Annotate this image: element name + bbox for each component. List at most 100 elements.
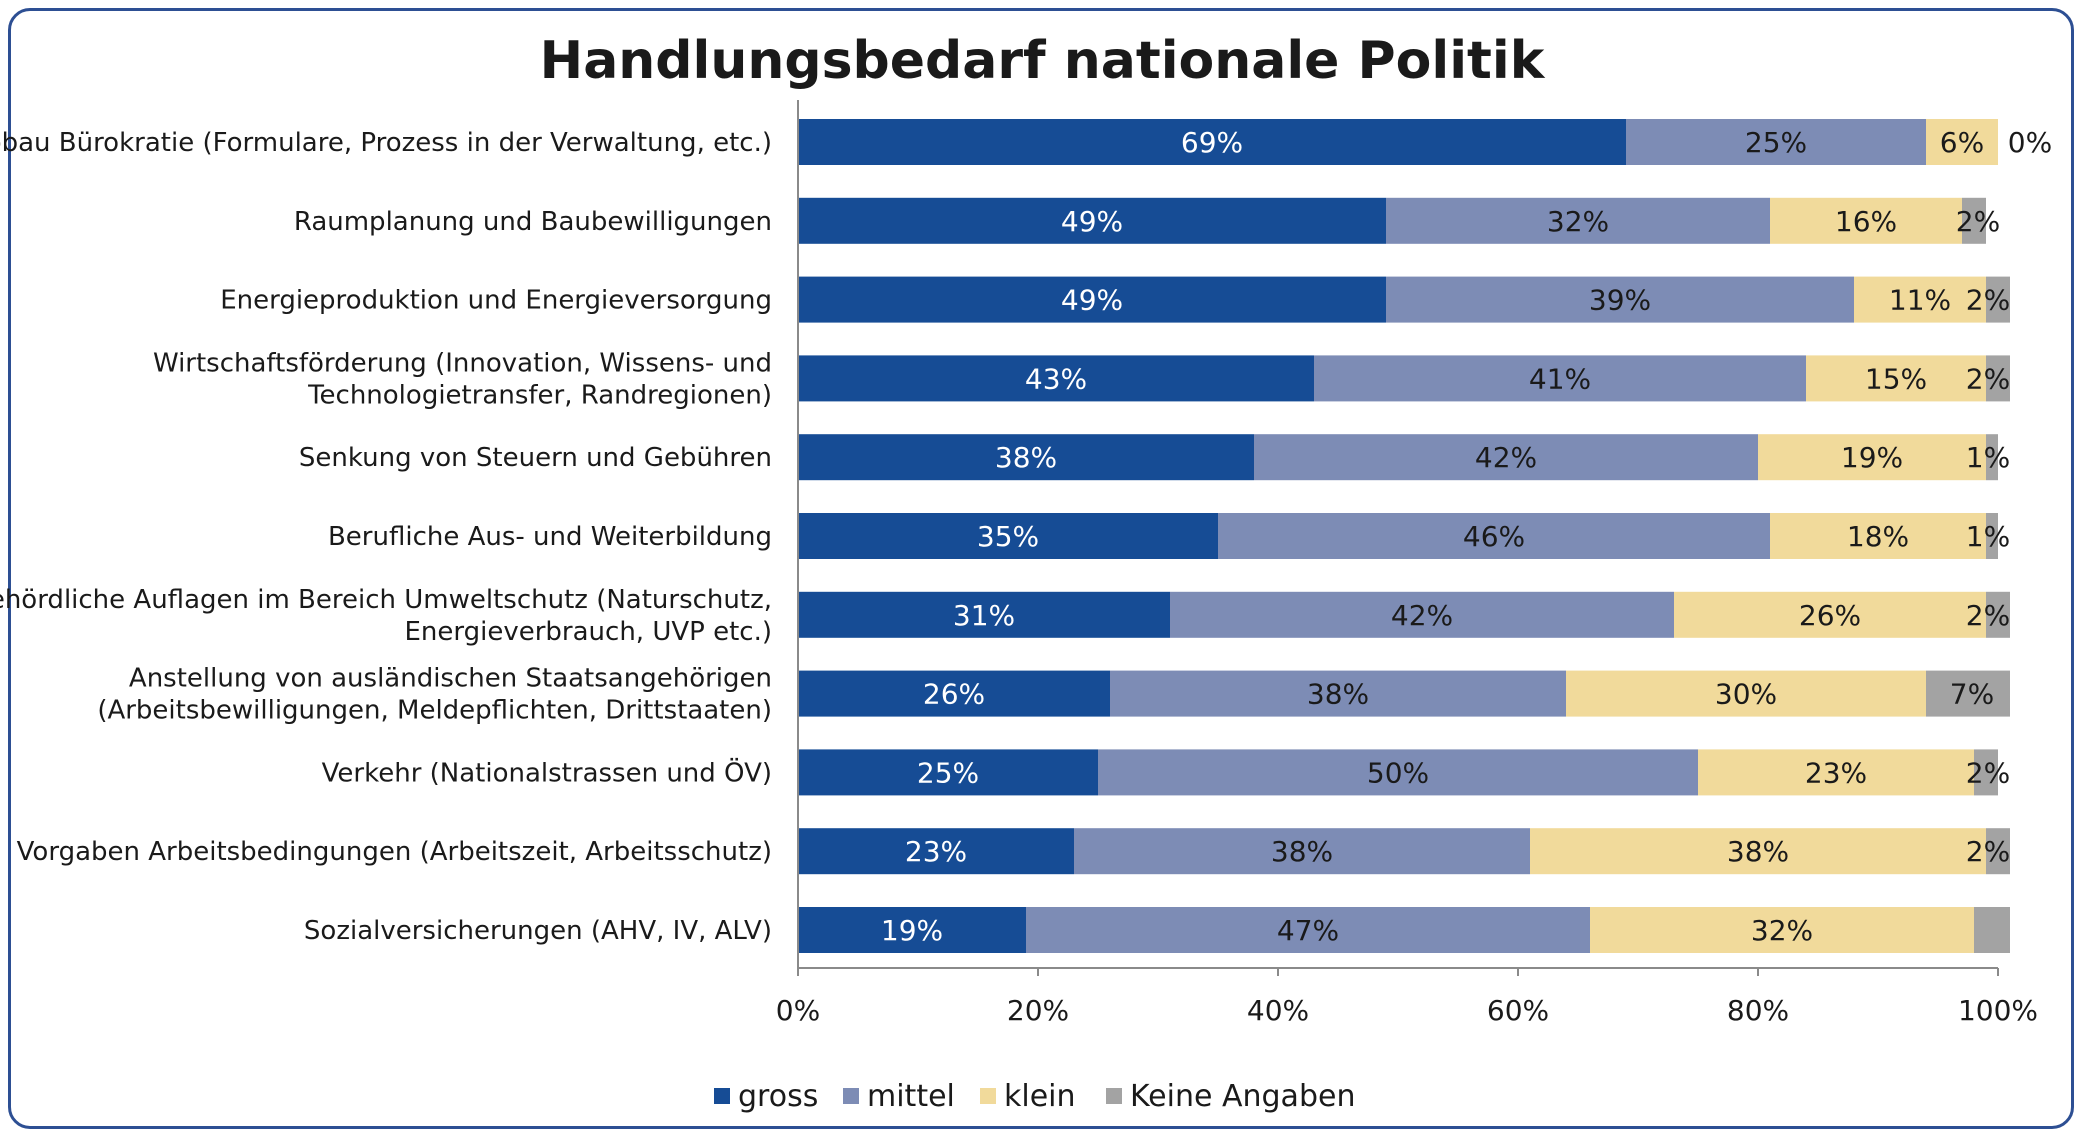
- data-label: 39%: [1589, 284, 1651, 317]
- x-tick-label: 100%: [1958, 994, 2038, 1027]
- data-label: 38%: [1307, 678, 1369, 711]
- data-label: 2%: [1956, 205, 2000, 238]
- bar-klein: [1770, 513, 1986, 559]
- bar-keine-angaben: [1926, 670, 2010, 717]
- bar-mittel: [1254, 434, 1758, 481]
- bar-gross: [798, 670, 1110, 717]
- data-label: 6%: [1940, 126, 1984, 159]
- data-label: 18%: [1847, 520, 1909, 553]
- data-label: 26%: [1799, 599, 1861, 632]
- data-label: 50%: [1367, 756, 1429, 789]
- data-label: 32%: [1547, 205, 1609, 238]
- bar-keine-angaben: [1986, 434, 1998, 481]
- data-label: 23%: [1805, 756, 1867, 789]
- bar-klein: [1530, 828, 1986, 875]
- category-label: Verkehr (Nationalstrassen und ÖV): [322, 756, 772, 788]
- bar-klein: [1854, 276, 1986, 323]
- bar-gross: [798, 434, 1254, 481]
- data-label: 15%: [1865, 362, 1927, 395]
- bar-keine-angaben: [1974, 749, 1998, 796]
- legend-swatch: [1106, 1088, 1122, 1104]
- bar-mittel: [1314, 355, 1806, 402]
- category-label: Wirtschaftsförderung (Innovation, Wissen…: [153, 348, 772, 378]
- data-label: 25%: [917, 756, 979, 789]
- bar-keine-angaben: [1986, 591, 2010, 638]
- legend-label: mittel: [867, 1079, 955, 1114]
- data-label: 43%: [1025, 362, 1087, 395]
- x-tick-label: 60%: [1487, 994, 1549, 1027]
- bar-mittel: [1026, 907, 1590, 953]
- data-label: 41%: [1529, 362, 1591, 395]
- bar-gross: [798, 355, 1314, 402]
- category-label: Behördliche Auflagen im Bereich Umweltsc…: [0, 585, 772, 615]
- data-label: 1%: [1966, 520, 2010, 553]
- bar-keine-angaben: [1986, 276, 2010, 323]
- bar-mittel: [1386, 197, 1770, 244]
- x-tick-label: 20%: [1007, 994, 1069, 1027]
- category-label: Technologietransfer, Randregionen): [307, 380, 772, 410]
- x-tick-label: 80%: [1727, 994, 1789, 1027]
- category-label: Energieverbrauch, UVP etc.): [405, 617, 773, 647]
- data-label: 31%: [953, 599, 1015, 632]
- category-label: Vorgaben Arbeitsbedingungen (Arbeitszeit…: [17, 837, 772, 867]
- data-label: 47%: [1277, 914, 1339, 947]
- bar-keine-angaben: [1962, 197, 1986, 244]
- bar-klein: [1698, 749, 1974, 796]
- bar-klein: [1770, 197, 1962, 244]
- chart-title: Handlungsbedarf nationale Politik: [540, 31, 1546, 91]
- bar-gross: [798, 591, 1170, 638]
- category-label: Sozialversicherungen (AHV, IV, ALV): [304, 916, 772, 946]
- bar-gross: [798, 119, 1626, 165]
- bar-klein: [1758, 434, 1986, 481]
- legend-swatch: [843, 1088, 859, 1104]
- category-label: Raumplanung und Baubewilligungen: [294, 207, 772, 237]
- data-label: 38%: [995, 441, 1057, 474]
- data-label: 1%: [1966, 441, 2010, 474]
- bar-keine-angaben: [1974, 907, 2010, 953]
- data-label: 7%: [1950, 678, 1994, 711]
- bar-gross: [798, 197, 1386, 244]
- data-label: 2%: [1966, 362, 2010, 395]
- bar-keine-angaben: [1986, 355, 2010, 402]
- bar-mittel: [1218, 513, 1770, 559]
- legend-swatch: [980, 1088, 996, 1104]
- data-label: 42%: [1475, 441, 1537, 474]
- legend-label: gross: [738, 1079, 818, 1114]
- data-label: 23%: [905, 835, 967, 868]
- legend-label: klein: [1004, 1079, 1076, 1114]
- bar-gross: [798, 828, 1074, 875]
- bar-mittel: [1170, 591, 1674, 638]
- data-label: 2%: [1966, 284, 2010, 317]
- category-label: Abbau Bürokratie (Formulare, Prozess in …: [0, 128, 772, 158]
- bar-keine-angaben: [1986, 828, 2010, 875]
- data-label: 2%: [1966, 756, 2010, 789]
- bar-gross: [798, 907, 1026, 953]
- data-label: 42%: [1391, 599, 1453, 632]
- bar-klein: [1566, 670, 1926, 717]
- bar-mittel: [1074, 828, 1530, 875]
- legend-label: Keine Angaben: [1130, 1079, 1355, 1114]
- data-label: 25%: [1745, 126, 1807, 159]
- bar-klein: [1590, 907, 1974, 953]
- bar-mittel: [1110, 670, 1566, 717]
- bar-klein: [1806, 355, 1986, 402]
- bar-mittel: [1626, 119, 1926, 165]
- bar-gross: [798, 513, 1218, 559]
- category-label: Berufliche Aus- und Weiterbildung: [328, 522, 772, 552]
- x-tick-label: 40%: [1247, 994, 1309, 1027]
- data-label: 38%: [1271, 835, 1333, 868]
- data-label: 16%: [1835, 205, 1897, 238]
- data-label: 38%: [1727, 835, 1789, 868]
- data-label: 19%: [1841, 441, 1903, 474]
- bar-gross: [798, 276, 1386, 323]
- x-tick-label: 0%: [776, 994, 820, 1027]
- data-label: 2%: [1966, 835, 2010, 868]
- data-label: 30%: [1715, 678, 1777, 711]
- data-label: 26%: [923, 678, 985, 711]
- data-label: 32%: [1751, 914, 1813, 947]
- data-label: 0%: [2008, 126, 2052, 159]
- bar-klein: [1926, 119, 1998, 165]
- data-label: 46%: [1463, 520, 1525, 553]
- bar-klein: [1674, 591, 1986, 638]
